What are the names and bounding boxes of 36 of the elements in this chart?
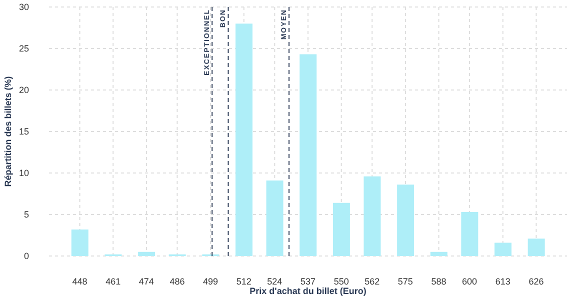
y-tick-label: 15 bbox=[18, 126, 29, 137]
x-tick-label: 499 bbox=[203, 276, 218, 286]
bar bbox=[494, 242, 512, 256]
x-tick-label: 486 bbox=[170, 276, 185, 286]
bar bbox=[528, 238, 545, 256]
x-tick-label: 588 bbox=[431, 276, 446, 286]
x-tick-label: 550 bbox=[334, 276, 349, 286]
y-tick-label: 0 bbox=[24, 251, 29, 262]
y-tick-label: 20 bbox=[18, 85, 29, 96]
x-tick-label: 474 bbox=[138, 276, 154, 286]
x-axis-title: Prix d'achat du billet (Euro) bbox=[250, 286, 366, 296]
bar bbox=[138, 252, 156, 256]
y-tick-label: 10 bbox=[18, 168, 29, 178]
bar bbox=[332, 202, 350, 256]
y-tick-label: 25 bbox=[18, 44, 29, 54]
x-tick-label: 626 bbox=[528, 276, 544, 286]
bar bbox=[266, 180, 284, 256]
x-tick-label: 613 bbox=[495, 276, 510, 286]
x-tick-label: 537 bbox=[300, 276, 316, 286]
y-tick-label: 5 bbox=[24, 210, 29, 220]
x-tick-label: 448 bbox=[72, 276, 88, 286]
bar bbox=[71, 229, 88, 256]
bar bbox=[300, 54, 317, 256]
bar bbox=[397, 184, 414, 256]
x-tick-label: 562 bbox=[364, 276, 380, 286]
y-tick-label: 30 bbox=[18, 2, 29, 12]
bar bbox=[236, 24, 253, 256]
x-tick-label: 575 bbox=[398, 276, 413, 286]
bar bbox=[430, 252, 448, 256]
x-tick-label: 524 bbox=[267, 276, 282, 286]
x-tick-label: 600 bbox=[462, 276, 478, 286]
bar bbox=[461, 212, 478, 256]
x-tick-label: 512 bbox=[236, 276, 252, 286]
x-tick-label: 461 bbox=[106, 276, 121, 286]
bar bbox=[364, 176, 381, 256]
y-axis-title: Répartition des billets (%) bbox=[3, 76, 14, 187]
